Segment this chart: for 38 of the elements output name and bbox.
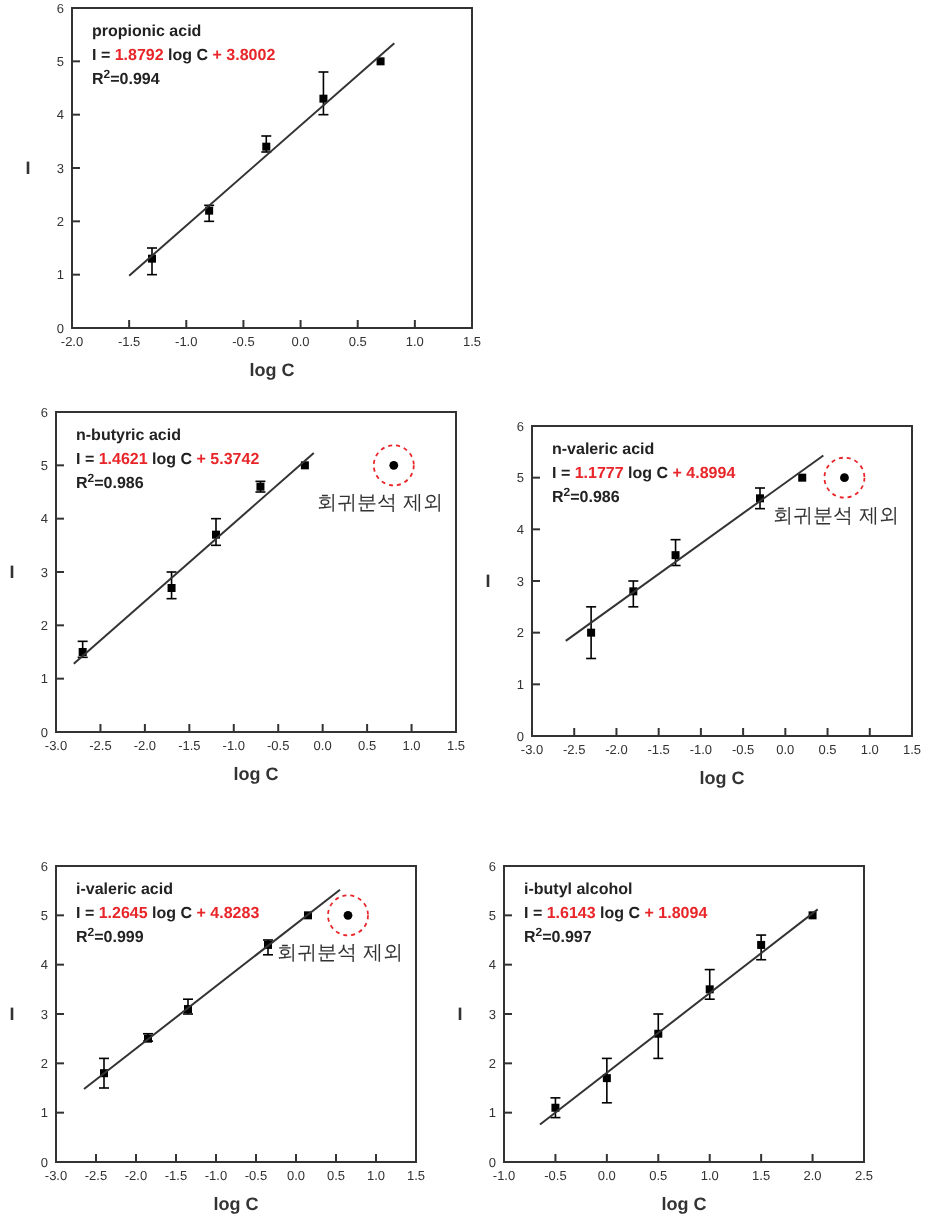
y-axis-title: I xyxy=(457,1004,463,1024)
annotation: R$^{2}$=0.986 xyxy=(76,472,145,492)
point xyxy=(205,206,214,215)
point xyxy=(757,940,766,949)
point xyxy=(671,551,680,560)
annotation: propionic acid xyxy=(92,22,202,40)
point xyxy=(167,584,176,592)
point xyxy=(319,94,328,103)
annotation: I = 1.4621 log C + 5.3742 xyxy=(76,450,261,468)
annotation: R$^{2}$=0.999 xyxy=(76,926,145,946)
point xyxy=(602,1074,611,1083)
point xyxy=(798,473,807,482)
y-axis-title: I xyxy=(9,562,15,582)
annotation: R$^{2}$=0.986 xyxy=(552,486,621,506)
annotation: I = 1.8792 log C + 3.8002 xyxy=(92,46,277,64)
annotation: I = 1.2645 log C + 4.8283 xyxy=(76,904,261,922)
point xyxy=(376,57,385,66)
x-axis-title: log C xyxy=(249,360,296,380)
x-axis-title: log C xyxy=(661,1194,708,1214)
y-axis-title: I xyxy=(25,158,31,178)
y-axis-title: I xyxy=(9,1004,15,1024)
x-axis-title: log C xyxy=(213,1194,260,1214)
annotation: I = 1.6143 log C + 1.8094 xyxy=(524,904,709,922)
annotation: n-valeric acid xyxy=(552,440,655,458)
annotation: I = 1.1777 log C + 4.8994 xyxy=(552,464,737,482)
point xyxy=(262,142,271,151)
x-axis-title: log C xyxy=(699,768,746,788)
point xyxy=(587,628,596,637)
y-axis-title: I xyxy=(485,571,491,591)
annotation: 회귀분석 제외 xyxy=(772,505,900,528)
annotation: 회귀분석 제외 xyxy=(276,943,404,966)
annotation: n-butyric acid xyxy=(76,426,182,444)
annotation: R$^{2}$=0.994 xyxy=(92,68,161,88)
annotation: 회귀분석 제외 xyxy=(316,493,444,516)
annotation: R$^{2}$=0.997 xyxy=(524,926,593,946)
x-axis-title: log C xyxy=(233,764,280,784)
annotation: i-valeric acid xyxy=(76,880,174,898)
annotation: i-butyl alcohol xyxy=(524,880,633,898)
